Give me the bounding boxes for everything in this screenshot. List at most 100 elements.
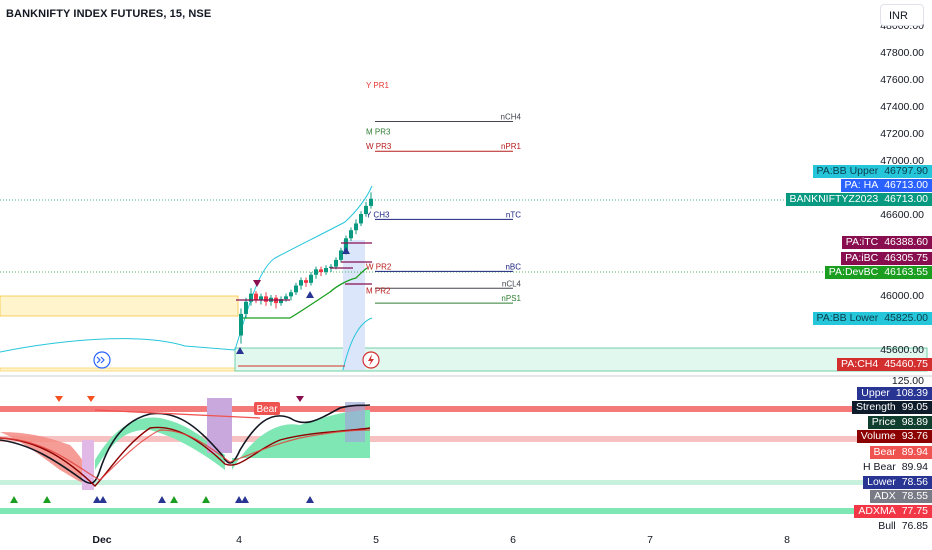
value-label-name: Volume bbox=[860, 430, 896, 442]
candle-body bbox=[369, 198, 373, 206]
candle-body bbox=[244, 301, 248, 314]
background-layer bbox=[0, 199, 932, 377]
value-label-value: 89.94 bbox=[901, 461, 928, 473]
value-label-name: H Bear bbox=[863, 461, 896, 473]
bb-upper-curve bbox=[0, 185, 373, 353]
candle-body bbox=[249, 293, 253, 302]
value-label: PA:DevBC 46163.55 bbox=[824, 266, 932, 279]
value-label: Bear 89.94 bbox=[869, 446, 932, 459]
indicator-tick-label: 125.00 bbox=[892, 375, 924, 387]
candle-body bbox=[354, 223, 358, 231]
signal-triangle bbox=[235, 496, 243, 503]
indicator-pane bbox=[0, 396, 932, 514]
price-axis[interactable]: 48000.0047800.0047600.0047400.0047200.00… bbox=[880, 20, 924, 387]
candle-body bbox=[339, 250, 343, 260]
price-line bbox=[0, 426, 371, 487]
signal-triangle bbox=[158, 496, 166, 503]
value-label-name: BANKNIFTYZ2023 bbox=[789, 193, 879, 205]
candle-body bbox=[304, 280, 308, 283]
value-label-value: 89.94 bbox=[901, 446, 928, 458]
candle-body bbox=[284, 296, 288, 300]
bear-level-line bbox=[94, 409, 261, 419]
cloud-highlight-purple bbox=[207, 398, 232, 453]
candle-body bbox=[309, 274, 313, 283]
alert-lightning-icon[interactable] bbox=[362, 351, 380, 369]
signal-triangle bbox=[10, 496, 18, 503]
price-tick-label: 47600.00 bbox=[880, 74, 924, 86]
value-label: PA:iTC 46388.60 bbox=[841, 236, 932, 249]
time-tick-label: 5 bbox=[373, 534, 379, 546]
value-label-value: 46163.55 bbox=[884, 266, 928, 278]
value-label: Lower 78.56 bbox=[863, 476, 932, 489]
value-label-name: ADXMA bbox=[858, 505, 896, 517]
candle-body bbox=[294, 285, 298, 293]
candlestick-series bbox=[236, 192, 373, 344]
time-tick-label: 7 bbox=[647, 534, 653, 546]
price-tick-label: 47200.00 bbox=[880, 128, 924, 140]
pivot-level-label: M PR3 bbox=[366, 127, 391, 136]
buy-triangle-marker bbox=[306, 291, 314, 298]
time-axis[interactable]: Dec 4 5 6 7 8 bbox=[92, 534, 790, 546]
bear-tag-label: Bear bbox=[256, 404, 278, 415]
sell-triangle-marker bbox=[253, 280, 261, 287]
signal-triangle bbox=[241, 496, 249, 503]
pivot-level-label: W PR2 bbox=[366, 262, 392, 271]
value-label: Price 98.89 bbox=[867, 416, 932, 429]
value-label-value: 46797.90 bbox=[884, 165, 928, 177]
candle-body bbox=[239, 313, 243, 336]
value-label-name: PA: HA bbox=[844, 179, 879, 191]
value-label-name: Price bbox=[871, 416, 896, 428]
candle-body bbox=[349, 230, 353, 239]
time-tick-label: Dec bbox=[92, 534, 111, 546]
pivot-level-label: nCL4 bbox=[502, 279, 522, 288]
currency-button[interactable]: INR bbox=[880, 4, 924, 26]
value-label: PA:CH4 45460.75 bbox=[837, 358, 932, 371]
pivot-level-label: M PR2 bbox=[366, 287, 391, 296]
value-label-value: 78.56 bbox=[901, 476, 928, 488]
candle-body bbox=[264, 296, 268, 302]
pivot-level-label: nTC bbox=[506, 210, 521, 219]
price-tick-label: 47800.00 bbox=[880, 47, 924, 59]
candle-body bbox=[334, 259, 338, 267]
buy-triangle-marker bbox=[236, 347, 244, 354]
value-label-value: 93.76 bbox=[901, 430, 928, 442]
sell-marker bbox=[55, 396, 63, 402]
signal-triangle bbox=[93, 496, 101, 503]
pivot-level-label: Y PR1 bbox=[366, 81, 390, 90]
value-label-value: 46713.00 bbox=[884, 179, 928, 191]
value-label: Strength 99.05 bbox=[852, 401, 932, 414]
value-label-name: Strength bbox=[856, 401, 896, 413]
value-label-value: 46388.60 bbox=[884, 236, 928, 248]
buy-triangle-marker bbox=[342, 247, 350, 254]
volume-line bbox=[0, 429, 371, 481]
upper-band-bar bbox=[0, 406, 932, 412]
value-label-name: ADX bbox=[874, 490, 896, 502]
value-label-name: PA:DevBC bbox=[828, 266, 879, 278]
value-label-value: 45825.00 bbox=[884, 312, 928, 324]
price-tick-label: 46000.00 bbox=[880, 290, 924, 302]
value-label-name: PA:BB Upper bbox=[816, 165, 879, 177]
bear-tag bbox=[254, 402, 280, 415]
price-tick-label: 45600.00 bbox=[880, 344, 924, 356]
bottom-signal-markers bbox=[10, 496, 314, 503]
time-tick-label: 8 bbox=[784, 534, 790, 546]
value-label-value: 76.85 bbox=[901, 520, 928, 532]
chart-title: BANKNIFTY INDEX FUTURES, 15, NSE bbox=[6, 8, 212, 20]
candle-body bbox=[364, 205, 368, 214]
bull-cloud-right bbox=[232, 410, 370, 470]
value-label: ADXMA 77.75 bbox=[854, 505, 932, 518]
value-label: Volume 93.76 bbox=[856, 430, 932, 443]
value-label-name: Bull bbox=[878, 520, 896, 532]
time-tick-label: 6 bbox=[510, 534, 516, 546]
pivot-level-label: Y CH3 bbox=[366, 210, 390, 219]
replay-forward-icon[interactable] bbox=[93, 351, 111, 369]
bb-lower-cyan bbox=[342, 317, 373, 371]
sell-marker bbox=[87, 396, 95, 402]
value-label-value: 108.39 bbox=[895, 387, 928, 399]
value-label: BANKNIFTYZ2023 46713.00 bbox=[785, 193, 932, 206]
candle-body bbox=[254, 293, 258, 301]
price-tick-label: 47000.00 bbox=[880, 155, 924, 167]
value-label: PA:BB Upper 46797.90 bbox=[812, 165, 932, 178]
bollinger-bands bbox=[0, 185, 373, 371]
